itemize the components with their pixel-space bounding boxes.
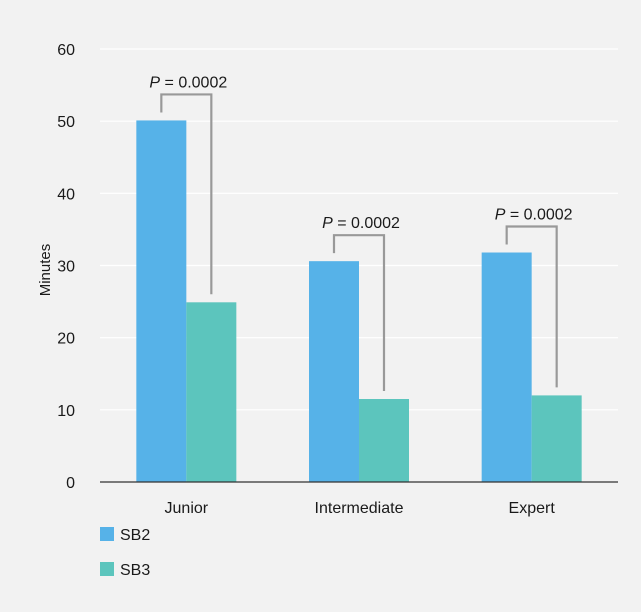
legend: SB2 SB3	[100, 527, 150, 579]
x-tick-label: Junior	[165, 500, 209, 517]
bar-sb2-intermediate	[309, 261, 359, 482]
x-tick-label: Expert	[509, 500, 556, 517]
bar-sb3-intermediate	[359, 399, 409, 482]
bar-sb3-expert	[531, 395, 582, 482]
y-tick-label: 30	[57, 259, 75, 276]
y-tick-label: 50	[57, 114, 75, 131]
legend-swatch-sb2	[100, 527, 114, 541]
y-tick-label: 10	[57, 403, 75, 420]
legend-swatch-sb3	[100, 562, 114, 576]
p-value-label: P = 0.0002	[149, 74, 227, 91]
p-value-label: P = 0.0002	[322, 215, 400, 232]
legend-label-sb2: SB2	[120, 527, 150, 544]
y-tick-label: 20	[57, 331, 75, 348]
legend-label-sb3: SB3	[120, 562, 150, 579]
y-axis-label: Minutes	[37, 244, 54, 297]
x-tick-label: Intermediate	[315, 500, 404, 517]
significance-bracket	[505, 225, 558, 388]
axes: 0 10 20 30 40 50 60 Junior Intermediate Expert	[57, 42, 618, 517]
bars	[136, 120, 582, 482]
y-tick-label: 40	[57, 186, 75, 203]
y-tick-label: 60	[57, 42, 75, 59]
significance-bracket	[160, 93, 213, 295]
bar-sb2-expert	[481, 252, 532, 482]
significance-brackets: P = 0.0002 P = 0.0002 P = 0.0002	[149, 74, 573, 392]
bar-sb2-junior	[136, 120, 187, 482]
p-value-label: P = 0.0002	[495, 207, 573, 224]
bar-sb3-junior	[186, 302, 237, 482]
significance-bracket	[332, 234, 386, 392]
y-tick-label: 0	[66, 475, 75, 492]
